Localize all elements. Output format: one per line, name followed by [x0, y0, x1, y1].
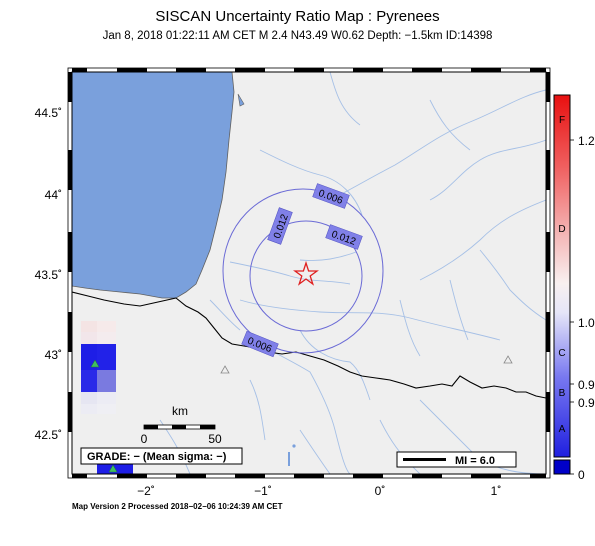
- uncertainty-contours: [222, 188, 384, 354]
- svg-text:0˚: 0˚: [375, 484, 386, 498]
- colorbar-letter: A: [559, 424, 566, 435]
- svg-text:44˚: 44˚: [45, 188, 62, 202]
- svg-text:1˚: 1˚: [491, 484, 502, 498]
- svg-text:44.5˚: 44.5˚: [35, 106, 62, 120]
- svg-text:−2˚: −2˚: [137, 484, 155, 498]
- colorbar-value: 1.0: [578, 316, 595, 330]
- station-icon: [220, 365, 230, 374]
- lat-axis: 44.5˚ 44˚ 43.5˚ 43˚ 42.5˚: [35, 106, 62, 442]
- scale-unit: km: [172, 404, 188, 418]
- svg-text:GRADE: − (Mean sigma: −): GRADE: − (Mean sigma: −): [87, 451, 227, 463]
- svg-text:43.5˚: 43.5˚: [35, 268, 62, 282]
- colorbar-value: 1.2: [578, 134, 595, 148]
- scale-start: 0: [141, 432, 148, 446]
- scale-bar: km 0 50: [141, 404, 222, 446]
- svg-text:42.5˚: 42.5˚: [35, 428, 62, 442]
- lon-axis: −2˚ −1˚ 0˚ 1˚: [137, 484, 501, 498]
- svg-text:−1˚: −1˚: [254, 484, 272, 498]
- station-icon: [503, 355, 513, 364]
- map-frame: [67, 67, 551, 479]
- national-border: [175, 297, 546, 399]
- colorbar-letter: D: [558, 224, 565, 235]
- sea-area: [72, 72, 235, 299]
- grade-legend-grid: [81, 321, 133, 474]
- colorbar: F D C B A 1.2 1.0 0.9 0.9 0: [553, 94, 595, 482]
- rivers: [159, 72, 546, 474]
- scale-end: 50: [208, 432, 222, 446]
- grade-box: GRADE: − (Mean sigma: −): [80, 447, 243, 465]
- colorbar-value: 0: [578, 468, 585, 482]
- event-subtitle: Jan 8, 2018 01:22:11 AM CET M 2.4 N43.49…: [102, 30, 493, 42]
- footer-version: Map Version 2 Processed 2018−02−06 10:24…: [72, 502, 283, 511]
- map-title: SISCAN Uncertainty Ratio Map : Pyrenees: [155, 8, 440, 25]
- colorbar-value: 0.9: [578, 378, 595, 392]
- colorbar-letter: B: [559, 388, 566, 399]
- colorbar-letter: C: [558, 348, 565, 359]
- mi-box: MI = 6.0: [396, 451, 517, 468]
- svg-text:MI = 6.0: MI = 6.0: [455, 455, 495, 467]
- svg-text:43˚: 43˚: [45, 348, 62, 362]
- colorbar-letter: F: [559, 115, 565, 126]
- colorbar-value: 0.9: [578, 396, 595, 410]
- epicenter-star-icon: [293, 260, 319, 286]
